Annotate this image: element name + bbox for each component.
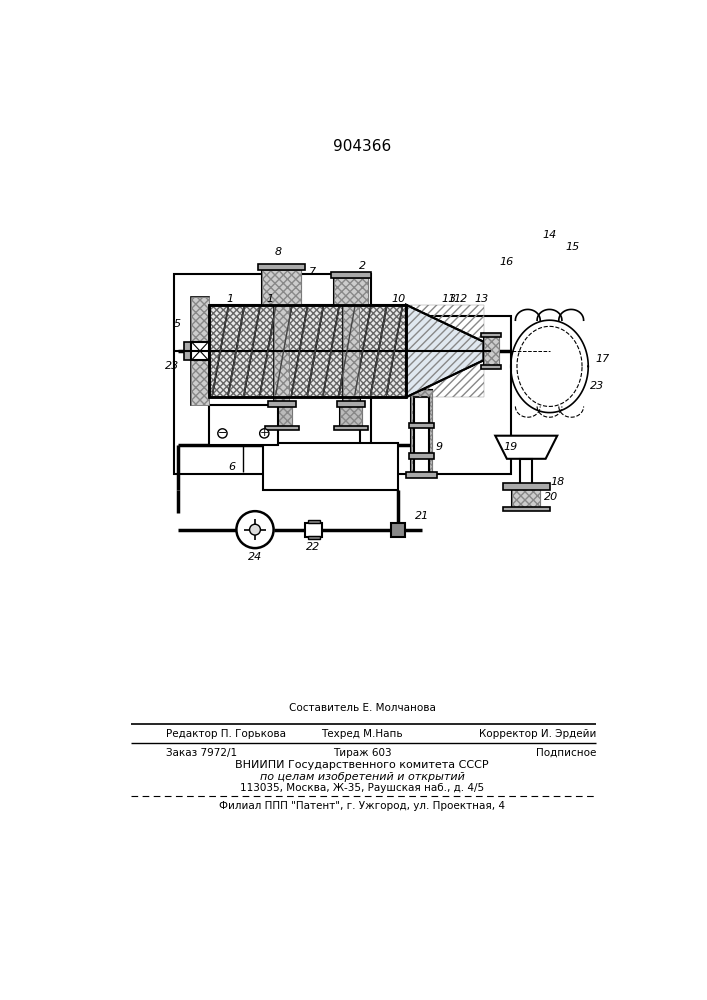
Bar [209,405,279,445]
Bar [503,507,549,511]
Bar [340,403,362,428]
Bar [520,459,532,486]
Text: 10: 10 [391,294,406,304]
Bar [209,305,406,397]
Bar [334,278,368,305]
Bar [263,443,398,490]
Text: 6: 6 [228,462,235,472]
Polygon shape [495,436,557,459]
Bar [409,453,434,459]
Bar [411,389,433,474]
Text: 17: 17 [595,354,609,364]
Bar [192,297,209,405]
Bar [308,536,320,539]
Text: 15: 15 [566,242,580,252]
Text: 12: 12 [453,294,467,304]
Bar [414,397,429,474]
Text: Подписное: Подписное [536,748,596,758]
Text: ВНИИПИ Государственного комитета СССР: ВНИИПИ Государственного комитета СССР [235,760,489,770]
Text: Составитель Е. Молчанова: Составитель Е. Молчанова [288,703,436,713]
Bar [481,333,501,337]
Bar [262,270,301,305]
Text: 14: 14 [542,231,556,240]
Bar [274,299,289,403]
Text: 18: 18 [550,477,564,487]
Text: 904366: 904366 [333,139,391,154]
Bar [513,487,540,509]
Bar [334,278,368,305]
Text: 13: 13 [475,294,489,304]
Text: 16: 16 [500,257,514,267]
Bar [209,305,406,397]
Text: 9: 9 [435,442,443,452]
Text: +: + [259,428,269,438]
Bar [274,299,289,403]
Text: 20: 20 [544,492,558,502]
Bar [513,487,540,509]
Bar [209,305,406,397]
Circle shape [236,511,274,548]
Bar [343,299,358,403]
Bar [262,270,301,305]
Bar [409,423,434,428]
Text: 5: 5 [174,319,181,329]
Text: 1: 1 [227,294,234,304]
Text: 21: 21 [414,511,428,521]
Text: Филиал ППП "Патент", г. Ужгород, ул. Проектная, 4: Филиал ППП "Патент", г. Ужгород, ул. Про… [219,801,505,811]
Text: 2: 2 [359,261,366,271]
Text: 11: 11 [442,294,456,304]
Bar [192,297,209,405]
Text: Корректор И. Эрдейи: Корректор И. Эрдейи [479,729,596,739]
Bar [481,365,501,369]
Text: 19: 19 [503,442,518,452]
Bar [305,523,322,537]
Circle shape [218,429,227,438]
Bar [271,403,293,428]
Bar [484,336,499,366]
Bar [271,403,293,428]
Polygon shape [406,305,484,397]
Bar [268,401,296,407]
Text: −: − [218,428,227,438]
Bar [411,389,433,474]
Bar [406,305,484,397]
Bar [337,401,365,407]
Text: 8: 8 [274,247,281,257]
Text: 3: 3 [449,294,456,304]
Bar [331,272,371,278]
Text: Тираж 603: Тираж 603 [332,748,391,758]
Text: 23: 23 [165,361,179,371]
Text: 23: 23 [590,381,604,391]
Circle shape [250,524,260,535]
Text: 7: 7 [309,267,316,277]
Bar [334,426,368,430]
Text: Редактор П. Горькова: Редактор П. Горькова [166,729,286,739]
Bar [264,426,298,430]
Bar [340,403,362,428]
Text: Заказ 7972/1: Заказ 7972/1 [166,748,237,758]
Text: 113035, Москва, Ж-35, Раушская наб., д. 4/5: 113035, Москва, Ж-35, Раушская наб., д. … [240,783,484,793]
Bar [360,316,510,474]
Bar [503,483,549,490]
Bar [406,472,437,478]
Text: 22: 22 [306,542,320,552]
Bar [174,274,371,474]
Bar [210,306,404,396]
Text: 1: 1 [267,294,274,304]
Bar [391,523,404,537]
Bar [343,299,358,403]
Circle shape [259,429,269,438]
Text: Техред М.Напь: Техред М.Напь [321,729,402,739]
Text: 24: 24 [248,552,262,562]
Bar [184,342,192,360]
Bar [258,264,305,270]
Bar [192,342,209,360]
Text: по целам изобретений и открытий: по целам изобретений и открытий [259,772,464,782]
Bar [484,336,499,366]
Bar [308,520,320,523]
